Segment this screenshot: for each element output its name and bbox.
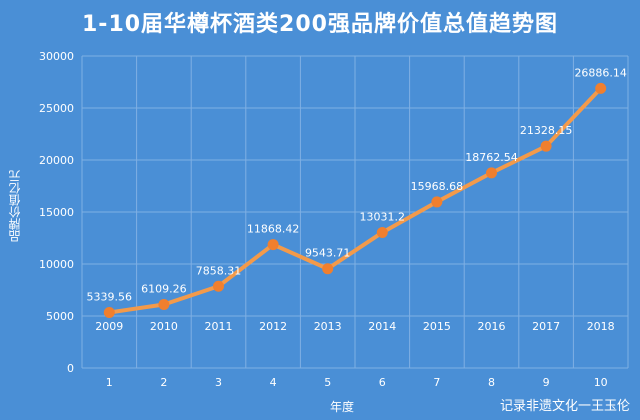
- data-point: [267, 239, 279, 251]
- data-point: [431, 196, 443, 208]
- year-label: 2018: [587, 320, 615, 333]
- data-point: [103, 306, 115, 318]
- year-label: 2017: [532, 320, 560, 333]
- year-label: 2013: [314, 320, 342, 333]
- data-label: 5339.56: [87, 290, 133, 303]
- year-label: 2012: [259, 320, 287, 333]
- data-label: 9543.71: [305, 247, 351, 260]
- x-tick-label: 7: [433, 376, 440, 389]
- year-label: 2016: [478, 320, 506, 333]
- x-tick-label: 3: [215, 376, 222, 389]
- y-axis-label: 品牌价值亿元: [8, 170, 22, 242]
- x-tick-label: 8: [488, 376, 495, 389]
- x-tick-label: 1: [106, 376, 113, 389]
- chart-title: 1-10届华樽杯酒类200强品牌价值总值趋势图: [82, 12, 558, 37]
- y-tick-label: 30000: [39, 50, 74, 63]
- data-label: 26886.14: [574, 66, 627, 79]
- x-tick-label: 9: [543, 376, 550, 389]
- year-label: 2015: [423, 320, 451, 333]
- y-tick-label: 15000: [39, 206, 74, 219]
- series-line: [109, 87, 603, 315]
- data-label: 7858.31: [196, 264, 242, 277]
- watermark: 记录非遗文化一王玉伦: [499, 399, 630, 414]
- y-tick-label: 25000: [39, 102, 74, 115]
- data-point: [376, 226, 388, 238]
- data-label: 11868.42: [247, 223, 300, 236]
- x-tick-label: 6: [379, 376, 386, 389]
- year-label: 2009: [95, 320, 123, 333]
- data-label: 6109.26: [141, 282, 187, 295]
- year-label: 2011: [205, 320, 233, 333]
- x-axis-label: 年度: [330, 400, 355, 414]
- data-point: [322, 263, 334, 275]
- year-label: 2014: [368, 320, 396, 333]
- data-point: [540, 140, 552, 152]
- data-label: 15968.68: [411, 180, 464, 193]
- data-point: [158, 298, 170, 310]
- data-label: 21328.15: [520, 124, 573, 137]
- y-tick-label: 5000: [46, 310, 74, 323]
- y-tick-label: 10000: [39, 258, 74, 271]
- y-tick-label: 20000: [39, 154, 74, 167]
- data-point: [213, 280, 224, 292]
- x-tick-label: 5: [324, 376, 331, 389]
- year-label: 2010: [150, 320, 178, 333]
- x-tick-label: 10: [594, 376, 608, 389]
- y-tick-label: 0: [67, 362, 74, 375]
- x-tick-label: 2: [160, 376, 167, 389]
- x-tick-label: 4: [270, 376, 277, 389]
- data-label: 18762.54: [465, 151, 518, 164]
- data-point: [486, 167, 497, 179]
- data-label: 13031.2: [360, 210, 406, 223]
- data-point: [595, 82, 607, 94]
